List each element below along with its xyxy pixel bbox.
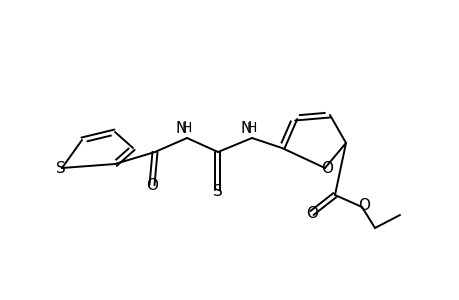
Text: S: S [213, 184, 223, 199]
Text: N: N [240, 121, 252, 136]
Text: S: S [56, 160, 66, 175]
Text: N: N [175, 121, 187, 136]
Text: H: H [246, 121, 257, 135]
Text: O: O [146, 178, 157, 194]
Text: O: O [305, 206, 317, 221]
Text: O: O [357, 199, 369, 214]
Text: O: O [320, 160, 332, 175]
Text: H: H [181, 121, 192, 135]
